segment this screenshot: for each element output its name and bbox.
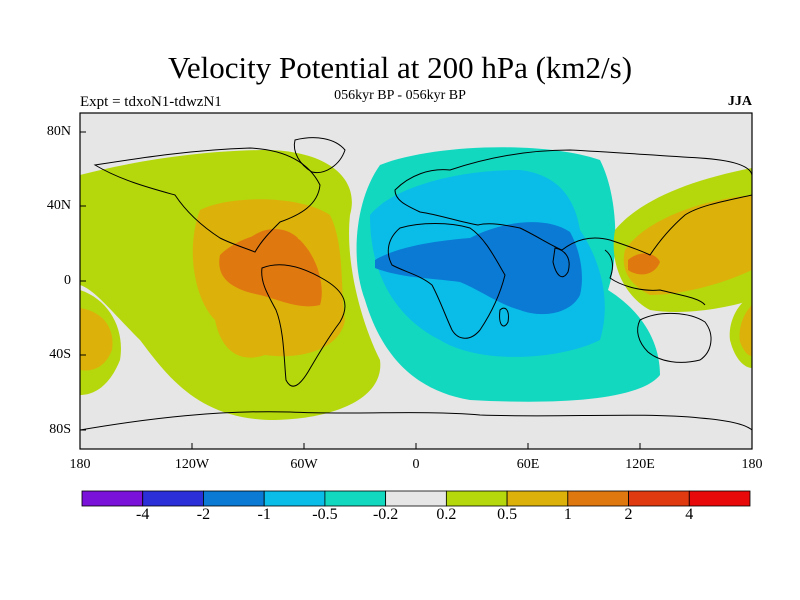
coast-south-america bbox=[261, 264, 346, 387]
coast-southeast-asia bbox=[604, 249, 706, 306]
positive-mid-east-edge bbox=[739, 305, 752, 356]
season-label: JJA bbox=[727, 94, 752, 109]
lon-tick-180-right: 180 bbox=[741, 457, 763, 472]
lat-tick-40s: 40S bbox=[49, 347, 71, 362]
colorbar-label-9: 4 bbox=[685, 506, 694, 523]
lon-tick-120e: 120E bbox=[625, 457, 655, 472]
colorbar-box-0 bbox=[81, 490, 144, 507]
positive-mid-far-west bbox=[80, 308, 113, 371]
lon-tick-60e: 60E bbox=[516, 457, 540, 472]
positive-mid-west-pacific bbox=[623, 195, 752, 295]
lon-tick-120w: 120W bbox=[174, 457, 210, 472]
coast-india bbox=[552, 247, 570, 278]
coast-north-america bbox=[93, 147, 321, 253]
lat-tick-40n: 40N bbox=[46, 198, 71, 213]
colorbar-box-2 bbox=[203, 490, 265, 507]
coast-europe-asia bbox=[394, 149, 752, 256]
lon-tick-180-left: 180 bbox=[69, 457, 91, 472]
colorbar-label-3: -0.5 bbox=[312, 506, 338, 523]
colorbar-label-4: -0.2 bbox=[372, 506, 399, 523]
colorbar bbox=[81, 490, 751, 507]
colorbar-box-7 bbox=[506, 490, 569, 507]
map-subtitle: 056kyr BP - 056kyr BP bbox=[334, 88, 466, 103]
colorbar-label-5: 0.2 bbox=[436, 506, 457, 523]
colorbar-label-0: -4 bbox=[136, 506, 150, 523]
coast-antarctica bbox=[80, 411, 752, 431]
lat-tick-80s: 80S bbox=[49, 422, 71, 437]
positive-strong-maritime bbox=[628, 253, 660, 275]
colorbar-box-9 bbox=[628, 490, 690, 507]
positive-strong-americas bbox=[219, 232, 322, 307]
colorbar-label-2: -1 bbox=[257, 506, 271, 523]
experiment-label: Expt = tdxoN1-tdwzN1 bbox=[80, 94, 222, 110]
lon-tick-0: 0 bbox=[412, 457, 420, 472]
negative-strong-africa-indian bbox=[375, 222, 582, 315]
map-title: Velocity Potential at 200 hPa (km2/s) bbox=[167, 50, 633, 85]
lon-tick-60w: 60W bbox=[290, 457, 318, 472]
coastlines bbox=[80, 137, 752, 431]
colorbar-label-1: -2 bbox=[196, 506, 211, 523]
coast-greenland bbox=[293, 137, 346, 174]
axis-ticks bbox=[79, 131, 753, 449]
colorbar-label-6: 0.5 bbox=[497, 506, 518, 523]
colorbar-box-6 bbox=[445, 490, 508, 507]
colorbar-label-7: 1 bbox=[563, 506, 572, 523]
colorbar-box-10 bbox=[688, 490, 751, 507]
coast-australia bbox=[637, 312, 712, 363]
colorbar-box-1 bbox=[142, 490, 204, 507]
lat-tick-0: 0 bbox=[64, 273, 71, 288]
lat-tick-80n: 80N bbox=[46, 124, 71, 139]
colorbar-box-3 bbox=[263, 490, 326, 507]
map-field bbox=[80, 113, 752, 449]
colorbar-label-8: 2 bbox=[624, 506, 633, 523]
coast-madagascar bbox=[499, 307, 509, 327]
colorbar-box-4 bbox=[324, 490, 387, 507]
colorbar-box-8 bbox=[567, 490, 629, 507]
colorbar-box-5 bbox=[385, 490, 447, 507]
coast-africa bbox=[387, 223, 506, 339]
